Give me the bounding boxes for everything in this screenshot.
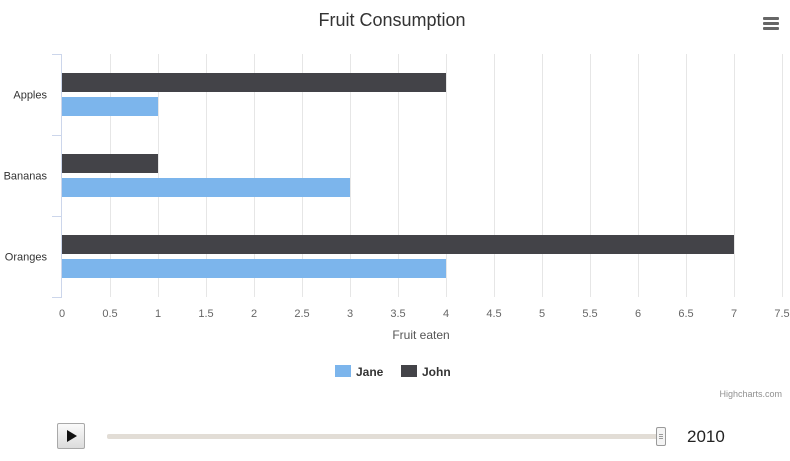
bar-jane-oranges <box>62 259 446 278</box>
hamburger-menu-icon[interactable] <box>760 14 782 34</box>
legend-item-john[interactable]: John <box>401 365 451 379</box>
x-tick-label: 5 <box>539 308 545 320</box>
category-label: Apples <box>13 90 47 102</box>
x-tick-label: 2.5 <box>294 308 309 320</box>
bars <box>62 73 734 278</box>
x-tick-label: 5.5 <box>582 308 597 320</box>
x-tick-label: 6.5 <box>678 308 693 320</box>
grid-lines <box>110 54 783 297</box>
credits-link[interactable]: Highcharts.com <box>719 389 782 399</box>
legend-item-jane[interactable]: Jane <box>335 365 384 379</box>
legend-label: Jane <box>356 365 384 379</box>
legend-label: John <box>422 365 451 379</box>
x-tick-label: 2 <box>251 308 257 320</box>
x-tick-label: 6 <box>635 308 641 320</box>
x-axis-title: Fruit eaten <box>392 328 449 342</box>
x-tick-label: 1.5 <box>198 308 213 320</box>
bar-john-bananas <box>62 154 158 173</box>
x-tick-label: 4.5 <box>486 308 501 320</box>
x-tick-label: 7 <box>731 308 737 320</box>
x-tick-label: 4 <box>443 308 449 320</box>
bar-jane-bananas <box>62 178 350 197</box>
x-tick-label: 3 <box>347 308 353 320</box>
bar-john-oranges <box>62 235 734 254</box>
category-label: Bananas <box>4 171 48 183</box>
axes <box>52 54 62 298</box>
x-tick-label: 3.5 <box>390 308 405 320</box>
bar-john-apples <box>62 73 446 92</box>
x-tick-label: 0.5 <box>102 308 117 320</box>
x-tick-label: 7.5 <box>774 308 789 320</box>
year-label: 2010 <box>687 427 725 446</box>
category-label: Oranges <box>5 252 48 264</box>
year-slider-handle[interactable] <box>656 427 666 446</box>
legend-swatch <box>401 365 417 377</box>
legend: Jane John <box>335 365 451 379</box>
play-icon <box>67 430 77 442</box>
x-tick-label: 1 <box>155 308 161 320</box>
chart-title: Fruit Consumption <box>318 10 465 30</box>
play-button[interactable] <box>57 423 85 449</box>
chart: Fruit Consumption 0 0.5 1 1.5 2 2.5 3 3.5 4 4.5 5 5… <box>4 10 790 399</box>
x-tick-labels: 0 0.5 1 1.5 2 2.5 3 3.5 4 4.5 5 5.5 6 6.5 7 7.5 <box>59 308 790 320</box>
bar-jane-apples <box>62 97 158 116</box>
legend-swatch <box>335 365 351 377</box>
x-tick-label: 0 <box>59 308 65 320</box>
category-labels: Apples Bananas Oranges <box>4 90 48 264</box>
year-slider-track[interactable] <box>107 434 663 439</box>
